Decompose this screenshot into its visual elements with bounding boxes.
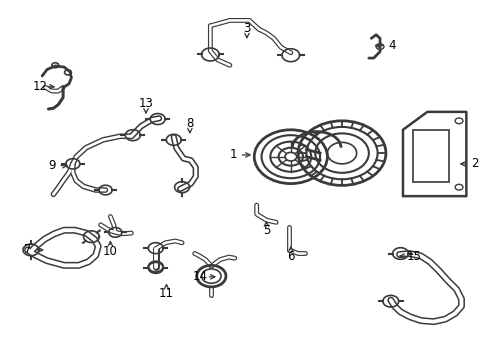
Text: 5: 5 bbox=[262, 224, 269, 238]
Text: 9: 9 bbox=[48, 159, 56, 172]
Bar bbox=[412, 130, 448, 182]
Text: 8: 8 bbox=[186, 117, 193, 130]
Text: 1: 1 bbox=[229, 148, 237, 161]
Text: 15: 15 bbox=[406, 249, 421, 262]
Text: 2: 2 bbox=[470, 157, 477, 170]
Text: 12: 12 bbox=[32, 80, 47, 93]
Text: 13: 13 bbox=[138, 98, 153, 111]
Text: 7: 7 bbox=[24, 243, 32, 256]
Text: 10: 10 bbox=[103, 245, 118, 258]
Text: 4: 4 bbox=[387, 39, 395, 52]
Text: 14: 14 bbox=[193, 270, 208, 283]
Text: 6: 6 bbox=[286, 250, 294, 263]
Text: 3: 3 bbox=[243, 22, 250, 35]
Text: 11: 11 bbox=[159, 287, 174, 300]
